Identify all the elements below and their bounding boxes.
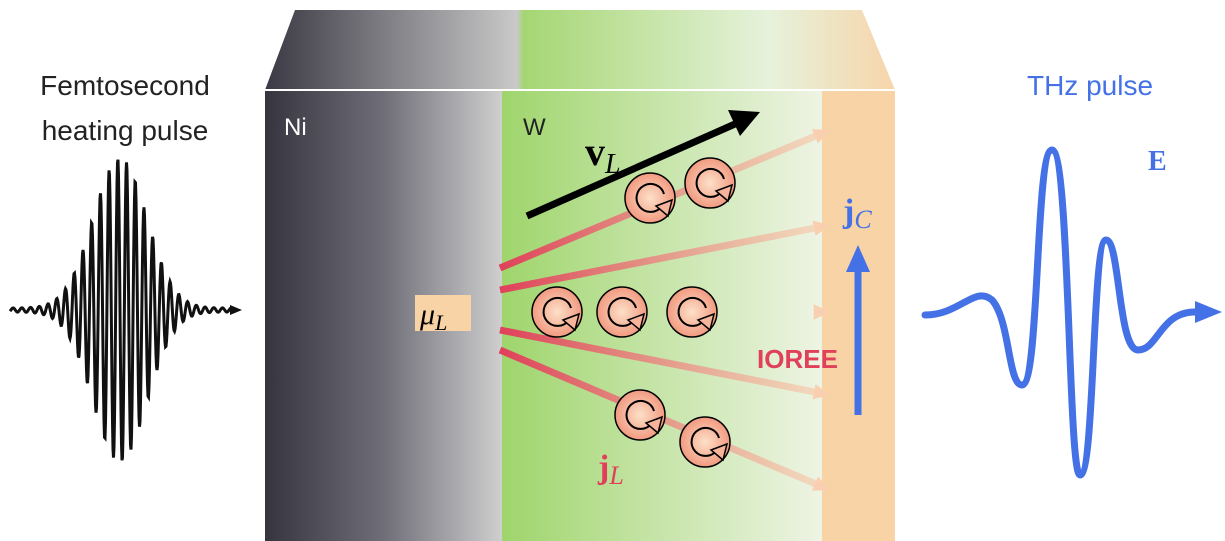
diagram: Femtosecond heating pulse Ni W vL μL jC … <box>0 0 1225 541</box>
arrowhead <box>1195 301 1222 323</box>
effect-label: IOREE <box>757 344 838 374</box>
right-label: THz pulse <box>1027 70 1153 101</box>
ni-label: Ni <box>284 114 307 141</box>
field-symbol: E <box>1148 146 1167 177</box>
subscript: C <box>854 205 872 234</box>
symbol: j <box>597 449 609 486</box>
symbol: v <box>585 129 605 174</box>
w-label: W <box>523 114 546 141</box>
left-label: Femtosecond <box>40 70 210 101</box>
symbol: μ <box>419 298 435 331</box>
subscript: L <box>608 461 623 490</box>
left-label: heating pulse <box>42 115 209 146</box>
arrowhead <box>230 305 242 315</box>
block-top <box>265 10 895 90</box>
femtosecond-pulse <box>10 160 232 461</box>
page: Femtosecond heating pulse Ni W vL μL jC … <box>0 0 1225 541</box>
symbol: j <box>842 193 854 230</box>
thz-pulse <box>925 150 1195 475</box>
subscript: L <box>604 149 621 180</box>
subscript: L <box>434 310 447 335</box>
